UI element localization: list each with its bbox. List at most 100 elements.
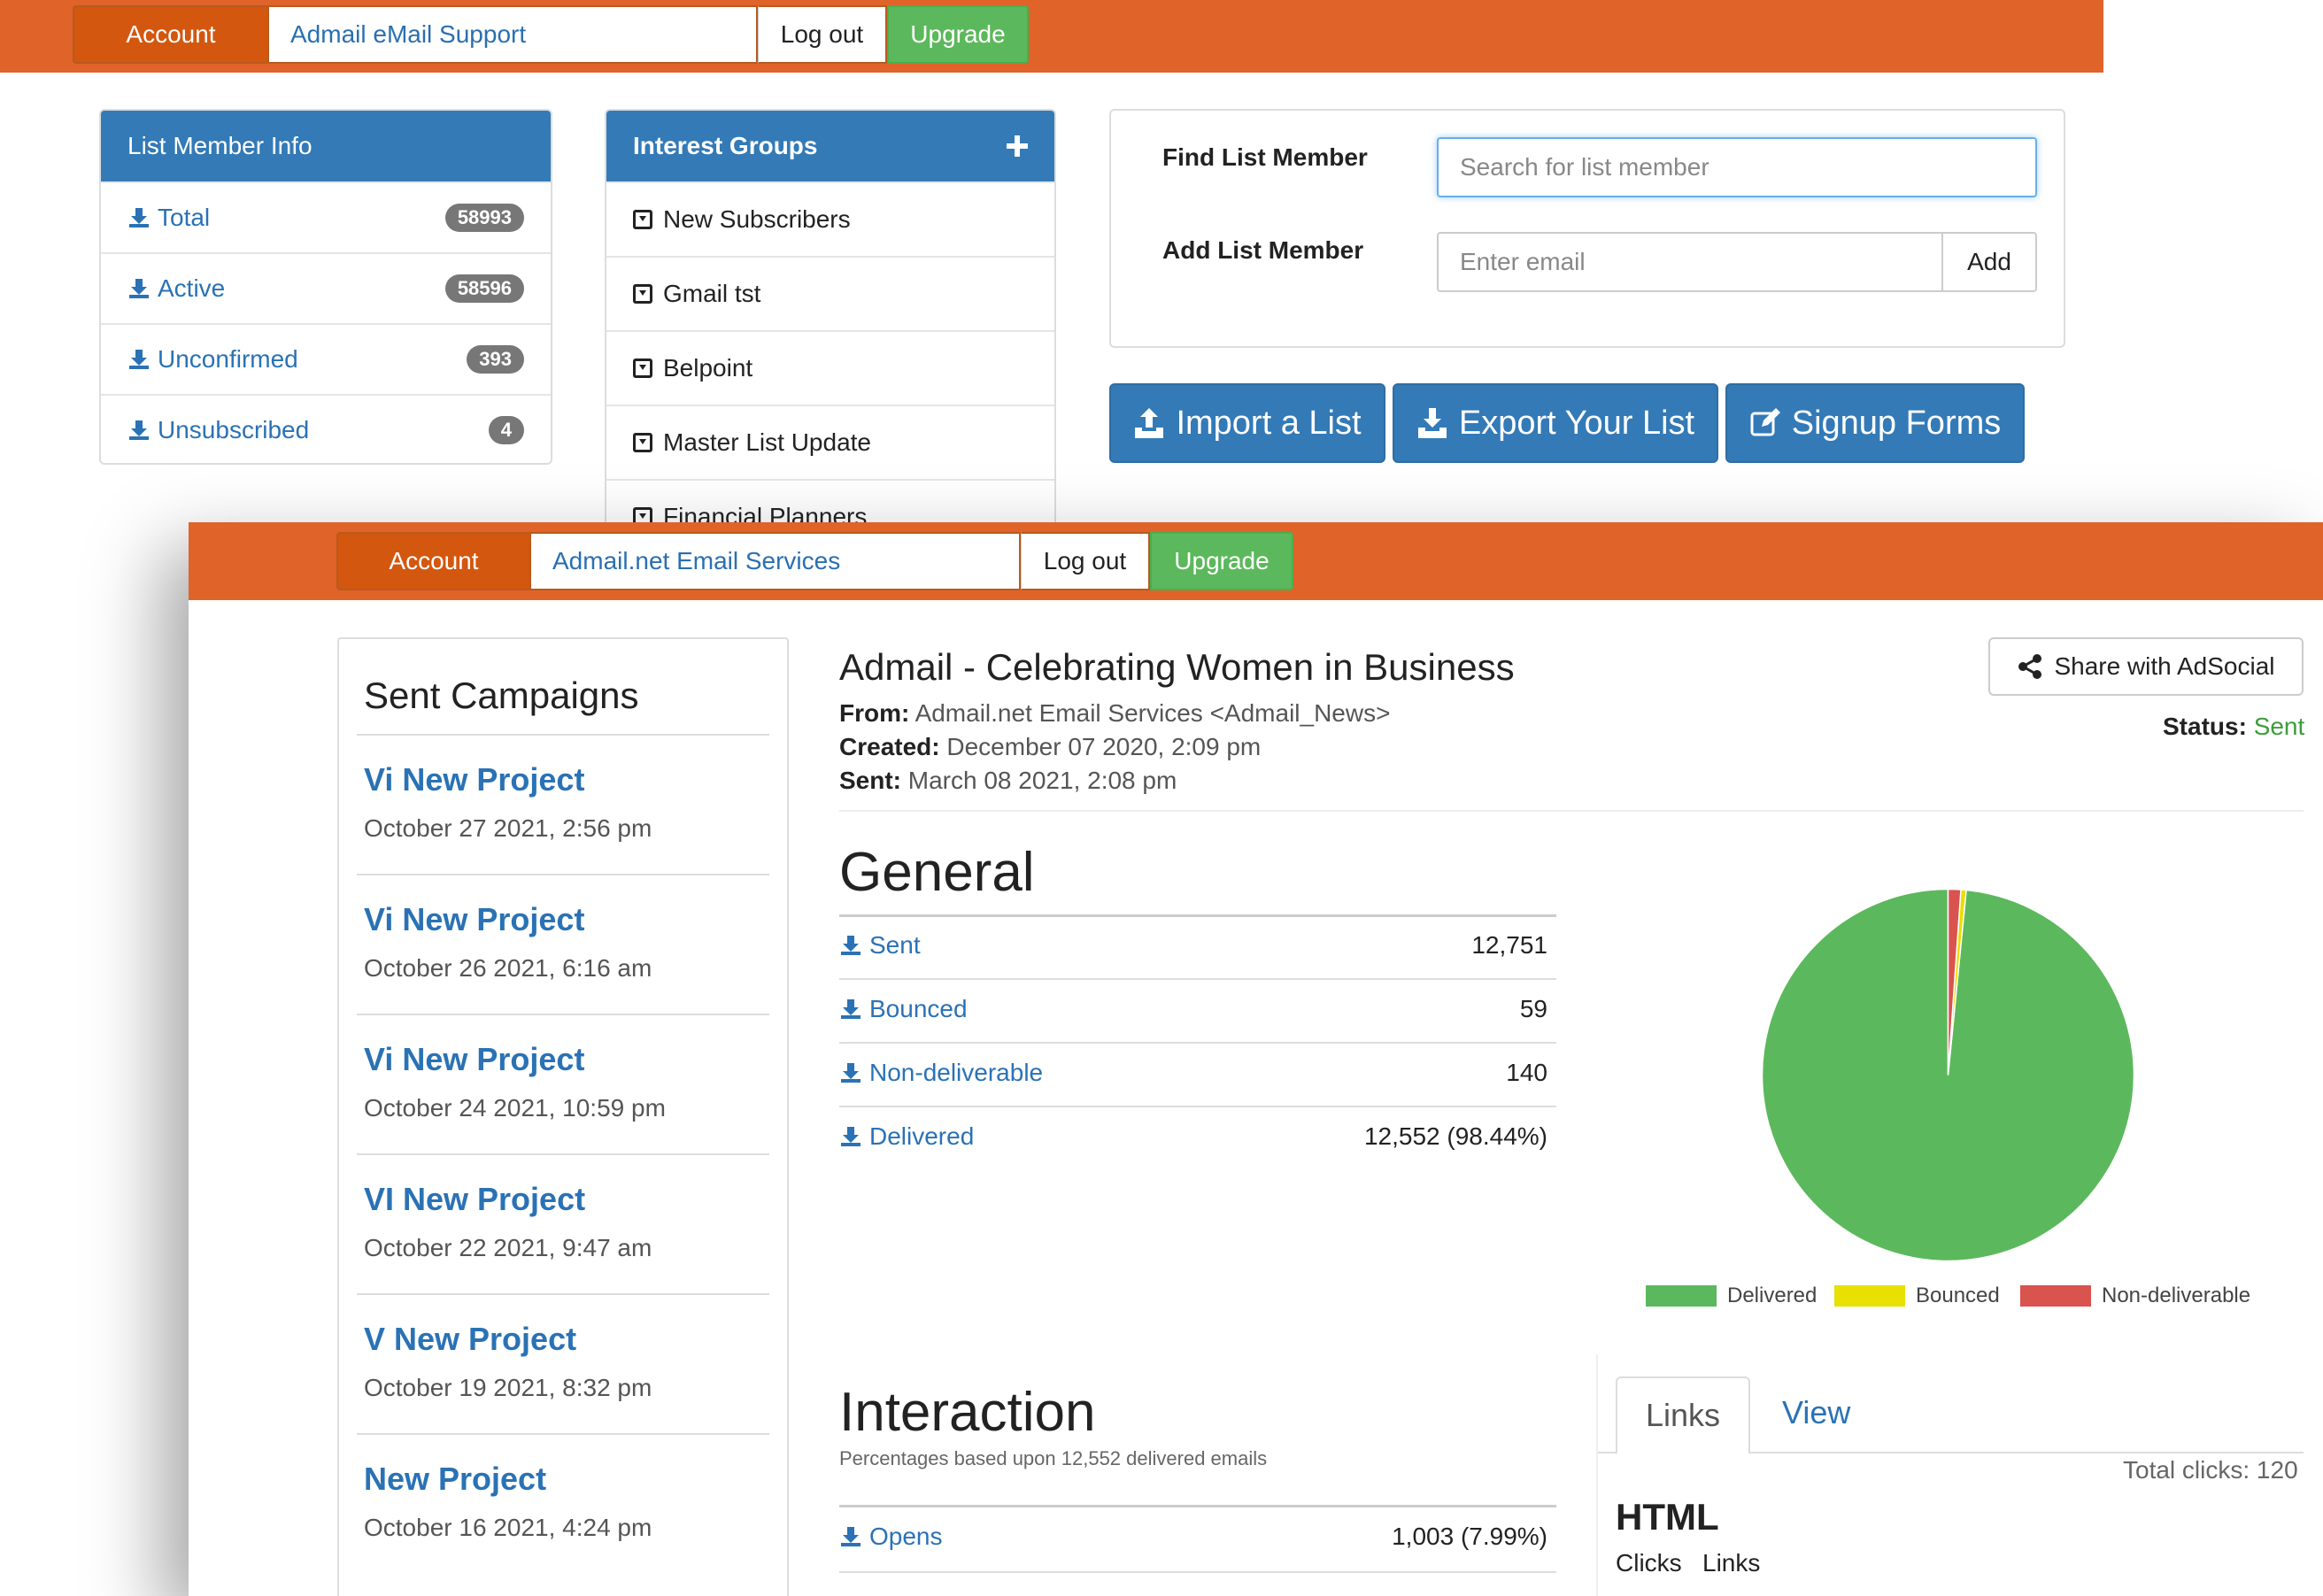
divider — [839, 1571, 1556, 1573]
divider — [839, 810, 2304, 812]
logout-button[interactable]: Log out — [758, 5, 887, 64]
legend-label: Non-deliverable — [2102, 1284, 2251, 1307]
top-navbar: Account Admail eMail Support Log out Upg… — [0, 0, 2103, 73]
divider — [357, 1293, 769, 1295]
brand-link[interactable]: Admail eMail Support — [269, 5, 758, 64]
stat-value: 140 — [1506, 1059, 1547, 1086]
download-icon — [1417, 408, 1447, 438]
share-label: Share with AdSocial — [2054, 652, 2275, 680]
add-button[interactable]: Add — [1941, 232, 2037, 292]
campaign-title: Admail - Celebrating Women in Business — [839, 646, 1515, 688]
list-item[interactable]: Unconfirmed 393 — [101, 323, 551, 394]
edit-icon — [1750, 408, 1780, 436]
campaign-date: October 26 2021, 6:16 am — [364, 954, 652, 982]
legend-label: Delivered — [1727, 1284, 1817, 1307]
panel-header: Interest Groups — [606, 111, 1054, 181]
campaign-link[interactable]: Vi New Project — [364, 761, 585, 798]
divider — [839, 978, 1556, 980]
interest-groups-panel: Interest Groups New Subscribers Gmail ts… — [605, 109, 1056, 551]
share-adsocial-button[interactable]: Share with AdSocial — [1988, 637, 2304, 696]
campaign-report-window: Account Admail.net Email Services Log ou… — [189, 522, 2323, 1596]
list-item-label: New Subscribers — [663, 205, 851, 233]
campaign-link[interactable]: New Project — [364, 1461, 547, 1497]
divider — [839, 914, 1556, 917]
list-item[interactable]: Unsubscribed 4 — [101, 394, 551, 463]
tab-links[interactable]: Links — [1616, 1376, 1750, 1454]
count-badge: 4 — [488, 416, 524, 444]
stat-value: 12,552 (98.44%) — [1363, 1122, 1547, 1150]
stat-link[interactable]: Non-deliverable — [839, 1059, 1043, 1087]
stat-link[interactable]: Bounced — [839, 995, 968, 1023]
status-badge: Sent — [2253, 713, 2305, 740]
campaign-date: October 16 2021, 4:24 pm — [364, 1514, 652, 1541]
email-field[interactable]: Enter email — [1437, 232, 1943, 292]
export-list-button[interactable]: Export Your List — [1393, 383, 1718, 463]
list-item[interactable]: Gmail tst — [606, 256, 1054, 330]
stat-row: Non-deliverable 140 — [839, 1059, 1547, 1087]
campaign-link[interactable]: VI New Project — [364, 1181, 586, 1217]
stat-row: Sent 12,751 — [839, 931, 1547, 960]
divider — [357, 1433, 769, 1435]
signup-forms-button[interactable]: Signup Forms — [1725, 383, 2025, 463]
clicks-header: Clicks — [1616, 1549, 1682, 1577]
import-list-button[interactable]: Import a List — [1109, 383, 1385, 463]
account-button[interactable]: Account — [336, 532, 531, 590]
count-badge: 58596 — [444, 274, 524, 303]
stat-label: Non-deliverable — [869, 1059, 1044, 1086]
button-label: Import a List — [1176, 404, 1362, 442]
sent-campaigns-panel: Sent Campaigns Vi New Project October 27… — [337, 637, 789, 1596]
created-value: December 07 2020, 2:09 pm — [946, 733, 1262, 760]
list-item[interactable]: New Subscribers — [606, 181, 1054, 256]
button-label: Signup Forms — [1791, 404, 2002, 442]
brand-link[interactable]: Admail.net Email Services — [531, 532, 1021, 590]
stat-row: Bounced 59 — [839, 995, 1547, 1023]
panel-title: List Member Info — [101, 111, 551, 181]
download-icon — [841, 1527, 861, 1546]
list-item[interactable]: Belpoint — [606, 330, 1054, 405]
from-label: From: — [839, 699, 910, 727]
download-icon — [129, 279, 149, 298]
html-heading: HTML — [1616, 1496, 1719, 1538]
stat-link[interactable]: Opens — [839, 1523, 943, 1551]
stat-value: 12,751 — [1471, 931, 1547, 959]
stat-row: Delivered 12,552 (98.44%) — [839, 1122, 1547, 1151]
account-button[interactable]: Account — [73, 5, 269, 64]
search-input[interactable]: Search for list member — [1437, 137, 2037, 197]
list-item-label: Belpoint — [663, 354, 753, 382]
stat-link[interactable]: Delivered — [839, 1122, 974, 1151]
stat-link[interactable]: Sent — [839, 931, 921, 960]
upgrade-button[interactable]: Upgrade — [887, 5, 1029, 64]
campaign-date: October 19 2021, 8:32 pm — [364, 1374, 652, 1401]
upgrade-button[interactable]: Upgrade — [1150, 532, 1293, 590]
status-label: Status: — [2163, 713, 2247, 740]
dropdown-square-icon — [633, 433, 652, 452]
clicks-links-header: Clicks Links — [1616, 1549, 1760, 1577]
button-label: Export Your List — [1458, 404, 1695, 442]
divider — [839, 1505, 1556, 1507]
download-icon — [129, 350, 149, 369]
plus-icon[interactable] — [1007, 135, 1028, 157]
logout-button[interactable]: Log out — [1021, 532, 1150, 590]
campaign-link[interactable]: Vi New Project — [364, 901, 585, 937]
share-icon — [2018, 654, 2042, 679]
list-item-label: Master List Update — [663, 428, 871, 456]
tab-view[interactable]: View — [1782, 1394, 1851, 1430]
list-item[interactable]: Active 58596 — [101, 252, 551, 323]
top-navbar: Account Admail.net Email Services Log ou… — [189, 522, 2323, 600]
interaction-subtitle: Percentages based upon 12,552 delivered … — [839, 1447, 1268, 1469]
campaign-sent: Sent: March 08 2021, 2:08 pm — [839, 767, 1177, 795]
find-member-label: Find List Member — [1162, 143, 1368, 171]
campaign-link[interactable]: Vi New Project — [364, 1041, 585, 1077]
download-icon — [841, 936, 861, 955]
campaign-created: Created: December 07 2020, 2:09 pm — [839, 733, 1261, 761]
campaign-link[interactable]: V New Project — [364, 1321, 577, 1357]
list-item-label: Gmail tst — [663, 280, 761, 307]
created-label: Created: — [839, 733, 940, 760]
sent-label: Sent: — [839, 767, 901, 794]
section-title-interaction: Interaction — [839, 1382, 1096, 1443]
list-item[interactable]: Master List Update — [606, 405, 1054, 479]
list-item-label: Total — [158, 204, 211, 231]
divider — [357, 1153, 769, 1155]
list-item[interactable]: Total 58993 — [101, 181, 551, 252]
download-icon — [129, 208, 149, 227]
